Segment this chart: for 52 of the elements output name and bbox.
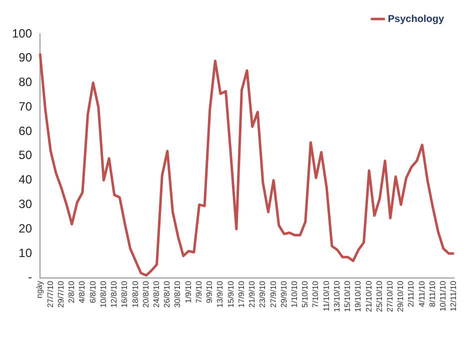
y-tick-label: 20 xyxy=(18,221,32,236)
y-tick-label: 90 xyxy=(18,50,32,65)
x-tick-label: ngày xyxy=(35,280,44,298)
y-tick-label: 60 xyxy=(18,124,32,138)
x-tick-label: 12/8/10 xyxy=(110,280,119,308)
x-tick-label: 11/10/10 xyxy=(322,280,331,312)
x-tick-label: 23/9/10 xyxy=(258,280,268,308)
x-tick-label: 29/7/10 xyxy=(56,280,66,308)
y-tick-label: 50 xyxy=(18,148,32,162)
x-tick-label: 15/10/10 xyxy=(343,280,352,312)
legend-label: Psychology xyxy=(388,14,444,25)
x-tick-label: 24/8/10 xyxy=(152,280,161,308)
x-tick-label: 27/10/10 xyxy=(386,280,395,312)
x-tick-label: 2/8/10 xyxy=(67,280,76,304)
x-tick-label: 1/9/10 xyxy=(184,280,193,304)
x-tick-label: 4/11/10 xyxy=(417,280,426,307)
x-tick-label: 5/10/10 xyxy=(300,280,310,308)
x-tick-label: 25/10/10 xyxy=(374,280,384,312)
x-tick-label: 10/11/10 xyxy=(438,280,448,312)
x-tick-label: 21/9/10 xyxy=(248,280,257,308)
x-tick-label: 27/9/10 xyxy=(268,280,278,308)
x-tick-label: 13/10/10 xyxy=(332,280,342,312)
x-tick-label: 4/8/10 xyxy=(78,280,87,304)
y-tick-label: 80 xyxy=(18,75,32,90)
x-tick-label: 12/11/10 xyxy=(449,280,458,312)
x-tick-label: 30/8/10 xyxy=(173,280,182,308)
y-tick-label: 100 xyxy=(12,26,32,40)
x-tick-label: 29/10/10 xyxy=(396,280,406,312)
x-tick-label: 17/9/10 xyxy=(236,280,246,308)
x-tick-label: 7/9/10 xyxy=(194,280,204,304)
x-tick-label: 2/11/10 xyxy=(406,280,416,307)
x-tick-label: 10/8/10 xyxy=(98,280,108,308)
y-tick-label: 70 xyxy=(18,99,32,114)
x-tick-label: 1/10/10 xyxy=(290,280,299,308)
x-tick-label: 13/9/10 xyxy=(216,280,225,308)
x-tick-label: 26/8/10 xyxy=(162,280,172,308)
x-tick-label: 7/10/10 xyxy=(311,280,320,308)
x-tick-label: 9/9/10 xyxy=(205,280,214,304)
x-tick-label: 27/7/10 xyxy=(46,280,55,308)
y-tick-label: - xyxy=(28,270,32,284)
x-tick-label: 18/8/10 xyxy=(130,280,140,308)
x-tick-label: 6/8/10 xyxy=(88,280,98,304)
y-tick-label: 40 xyxy=(18,172,32,187)
x-tick-label: 21/10/10 xyxy=(364,280,374,312)
y-tick-label: 30 xyxy=(18,197,32,212)
x-tick-label: 16/8/10 xyxy=(120,280,130,308)
y-tick-label: 10 xyxy=(18,246,32,260)
x-tick-label: 29/9/10 xyxy=(279,280,288,308)
x-tick-label: 20/8/10 xyxy=(141,280,150,308)
x-tick-label: 8/11/10 xyxy=(428,280,437,307)
x-tick-label: 19/10/10 xyxy=(354,280,363,312)
x-tick-label: 15/9/10 xyxy=(226,280,236,308)
